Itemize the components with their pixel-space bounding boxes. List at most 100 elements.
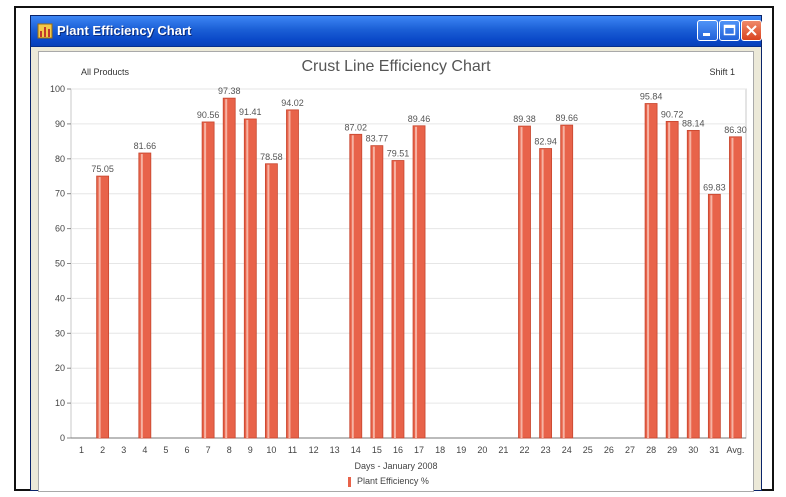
x-tick-label: 20 <box>477 445 487 455</box>
data-label: 78.58 <box>260 152 283 162</box>
data-label: 82.94 <box>534 137 557 147</box>
x-tick-label: 12 <box>309 445 319 455</box>
bar-highlight <box>562 126 565 438</box>
x-tick-label: 27 <box>625 445 635 455</box>
data-label: 97.38 <box>218 86 241 96</box>
bar <box>96 175 110 439</box>
x-tick-label: 30 <box>688 445 698 455</box>
x-tick-label: 2 <box>100 445 105 455</box>
bar <box>391 160 405 439</box>
bar-highlight <box>415 126 418 438</box>
bar <box>201 121 215 439</box>
y-tick-label: 90 <box>55 119 65 129</box>
y-tick-label: 70 <box>55 189 65 199</box>
data-label: 90.72 <box>661 109 684 119</box>
bar-highlight <box>731 137 734 439</box>
data-label: 69.83 <box>703 182 726 192</box>
bar-highlight <box>520 127 523 439</box>
bar-highlight <box>351 135 354 438</box>
data-label: 90.56 <box>197 110 220 120</box>
chart-panel: All Products Crust Line Efficiency Chart… <box>38 51 754 492</box>
maximize-button[interactable] <box>719 20 740 41</box>
bar <box>644 103 658 439</box>
y-tick-label: 20 <box>55 363 65 373</box>
minimize-button[interactable] <box>697 20 718 41</box>
bar <box>349 133 363 439</box>
y-tick-label: 50 <box>55 259 65 269</box>
y-tick-label: 0 <box>60 433 65 443</box>
x-tick-label: 17 <box>414 445 424 455</box>
x-tick-label: 23 <box>541 445 551 455</box>
data-label: 75.05 <box>91 164 114 174</box>
data-label: 87.02 <box>345 122 368 132</box>
bar-highlight <box>541 149 544 438</box>
bar-highlight <box>204 122 207 438</box>
bar-highlight <box>267 164 270 438</box>
bar <box>707 193 721 439</box>
bar-highlight <box>647 104 650 438</box>
bar <box>286 109 299 439</box>
shift-label: Shift 1 <box>709 67 735 77</box>
bar <box>665 120 679 439</box>
x-tick-label: 25 <box>583 445 593 455</box>
data-label: 91.41 <box>239 107 262 117</box>
bar <box>560 124 574 439</box>
x-tick-label: 3 <box>121 445 126 455</box>
bar <box>370 145 384 439</box>
x-tick-label: 10 <box>266 445 276 455</box>
x-tick-label: 4 <box>142 445 147 455</box>
x-tick-label: 7 <box>206 445 211 455</box>
x-tick-label: 22 <box>520 445 530 455</box>
bar-highlight <box>668 122 671 438</box>
minimize-icon <box>703 33 710 36</box>
bar <box>138 152 152 439</box>
data-label: 95.84 <box>640 92 663 102</box>
legend: Plant Efficiency % <box>348 476 429 487</box>
x-tick-label: 14 <box>351 445 361 455</box>
data-label: 94.02 <box>281 98 304 108</box>
bar <box>539 148 553 439</box>
y-tick-label: 100 <box>50 84 65 94</box>
legend-label: Plant Efficiency % <box>357 476 429 486</box>
bar-highlight <box>225 99 228 438</box>
chart-window: Plant Efficiency Chart All Products Crus… <box>30 15 762 492</box>
bar-highlight <box>140 154 143 438</box>
close-icon <box>746 25 757 36</box>
x-tick-label: 31 <box>709 445 719 455</box>
product-filter-label: All Products <box>81 67 130 77</box>
x-tick-label: 5 <box>163 445 168 455</box>
chart-app-icon <box>37 23 53 39</box>
y-tick-label: 60 <box>55 224 65 234</box>
data-label: 89.66 <box>555 113 578 123</box>
data-label: 81.66 <box>134 141 157 151</box>
y-tick-label: 80 <box>55 154 65 164</box>
bar <box>412 125 426 439</box>
data-label: 89.46 <box>408 114 431 124</box>
bar-highlight <box>393 161 396 438</box>
bar-highlight <box>689 131 692 438</box>
maximize-icon <box>723 24 736 36</box>
y-tick-label: 40 <box>55 293 65 303</box>
window-title: Plant Efficiency Chart <box>57 23 192 38</box>
x-tick-label: 8 <box>227 445 232 455</box>
bar-highlight <box>710 195 713 438</box>
chart-title: Crust Line Efficiency Chart <box>301 58 491 75</box>
y-tick-label: 30 <box>55 328 65 338</box>
close-button[interactable] <box>741 20 762 41</box>
bar-highlight <box>98 177 101 438</box>
bar <box>686 129 700 439</box>
bar-highlight <box>288 110 291 438</box>
data-label: 88.14 <box>682 118 705 128</box>
x-tick-label: 13 <box>330 445 340 455</box>
x-tick-label: 15 <box>372 445 382 455</box>
bar <box>729 136 742 439</box>
x-tick-label: 6 <box>185 445 190 455</box>
bar <box>222 97 236 439</box>
title-bar[interactable]: Plant Efficiency Chart <box>31 16 762 47</box>
x-tick-label: 9 <box>248 445 253 455</box>
bar-chart: 0 10 20 30 40 50 60 70 80 90 100 1 2 75.05 3 4 81.66 5 6 7 9… <box>50 84 747 455</box>
x-tick-label: 28 <box>646 445 656 455</box>
x-tick-label: 11 <box>288 445 297 455</box>
x-tick-label: 19 <box>456 445 466 455</box>
x-tick-label: Avg. <box>727 445 745 455</box>
